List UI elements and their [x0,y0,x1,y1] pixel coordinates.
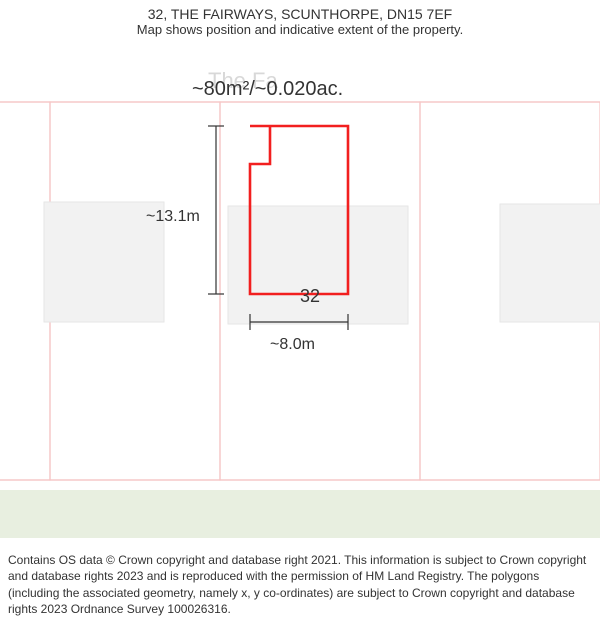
height-dimension-label: ~13.1m [146,208,200,226]
map-area: The Fa ~80m²/~0.020ac. ~13.1m ~8.0m 32 [0,46,600,538]
width-dimension-label: ~8.0m [270,336,315,354]
header: 32, THE FAIRWAYS, SCUNTHORPE, DN15 7EF M… [0,0,600,39]
copyright-footer: Contains OS data © Crown copyright and d… [0,546,600,625]
house-number-label: 32 [300,286,320,307]
map-caption: Map shows position and indicative extent… [10,22,590,37]
area-label: ~80m²/~0.020ac. [192,78,343,101]
address-title: 32, THE FAIRWAYS, SCUNTHORPE, DN15 7EF [10,6,590,22]
